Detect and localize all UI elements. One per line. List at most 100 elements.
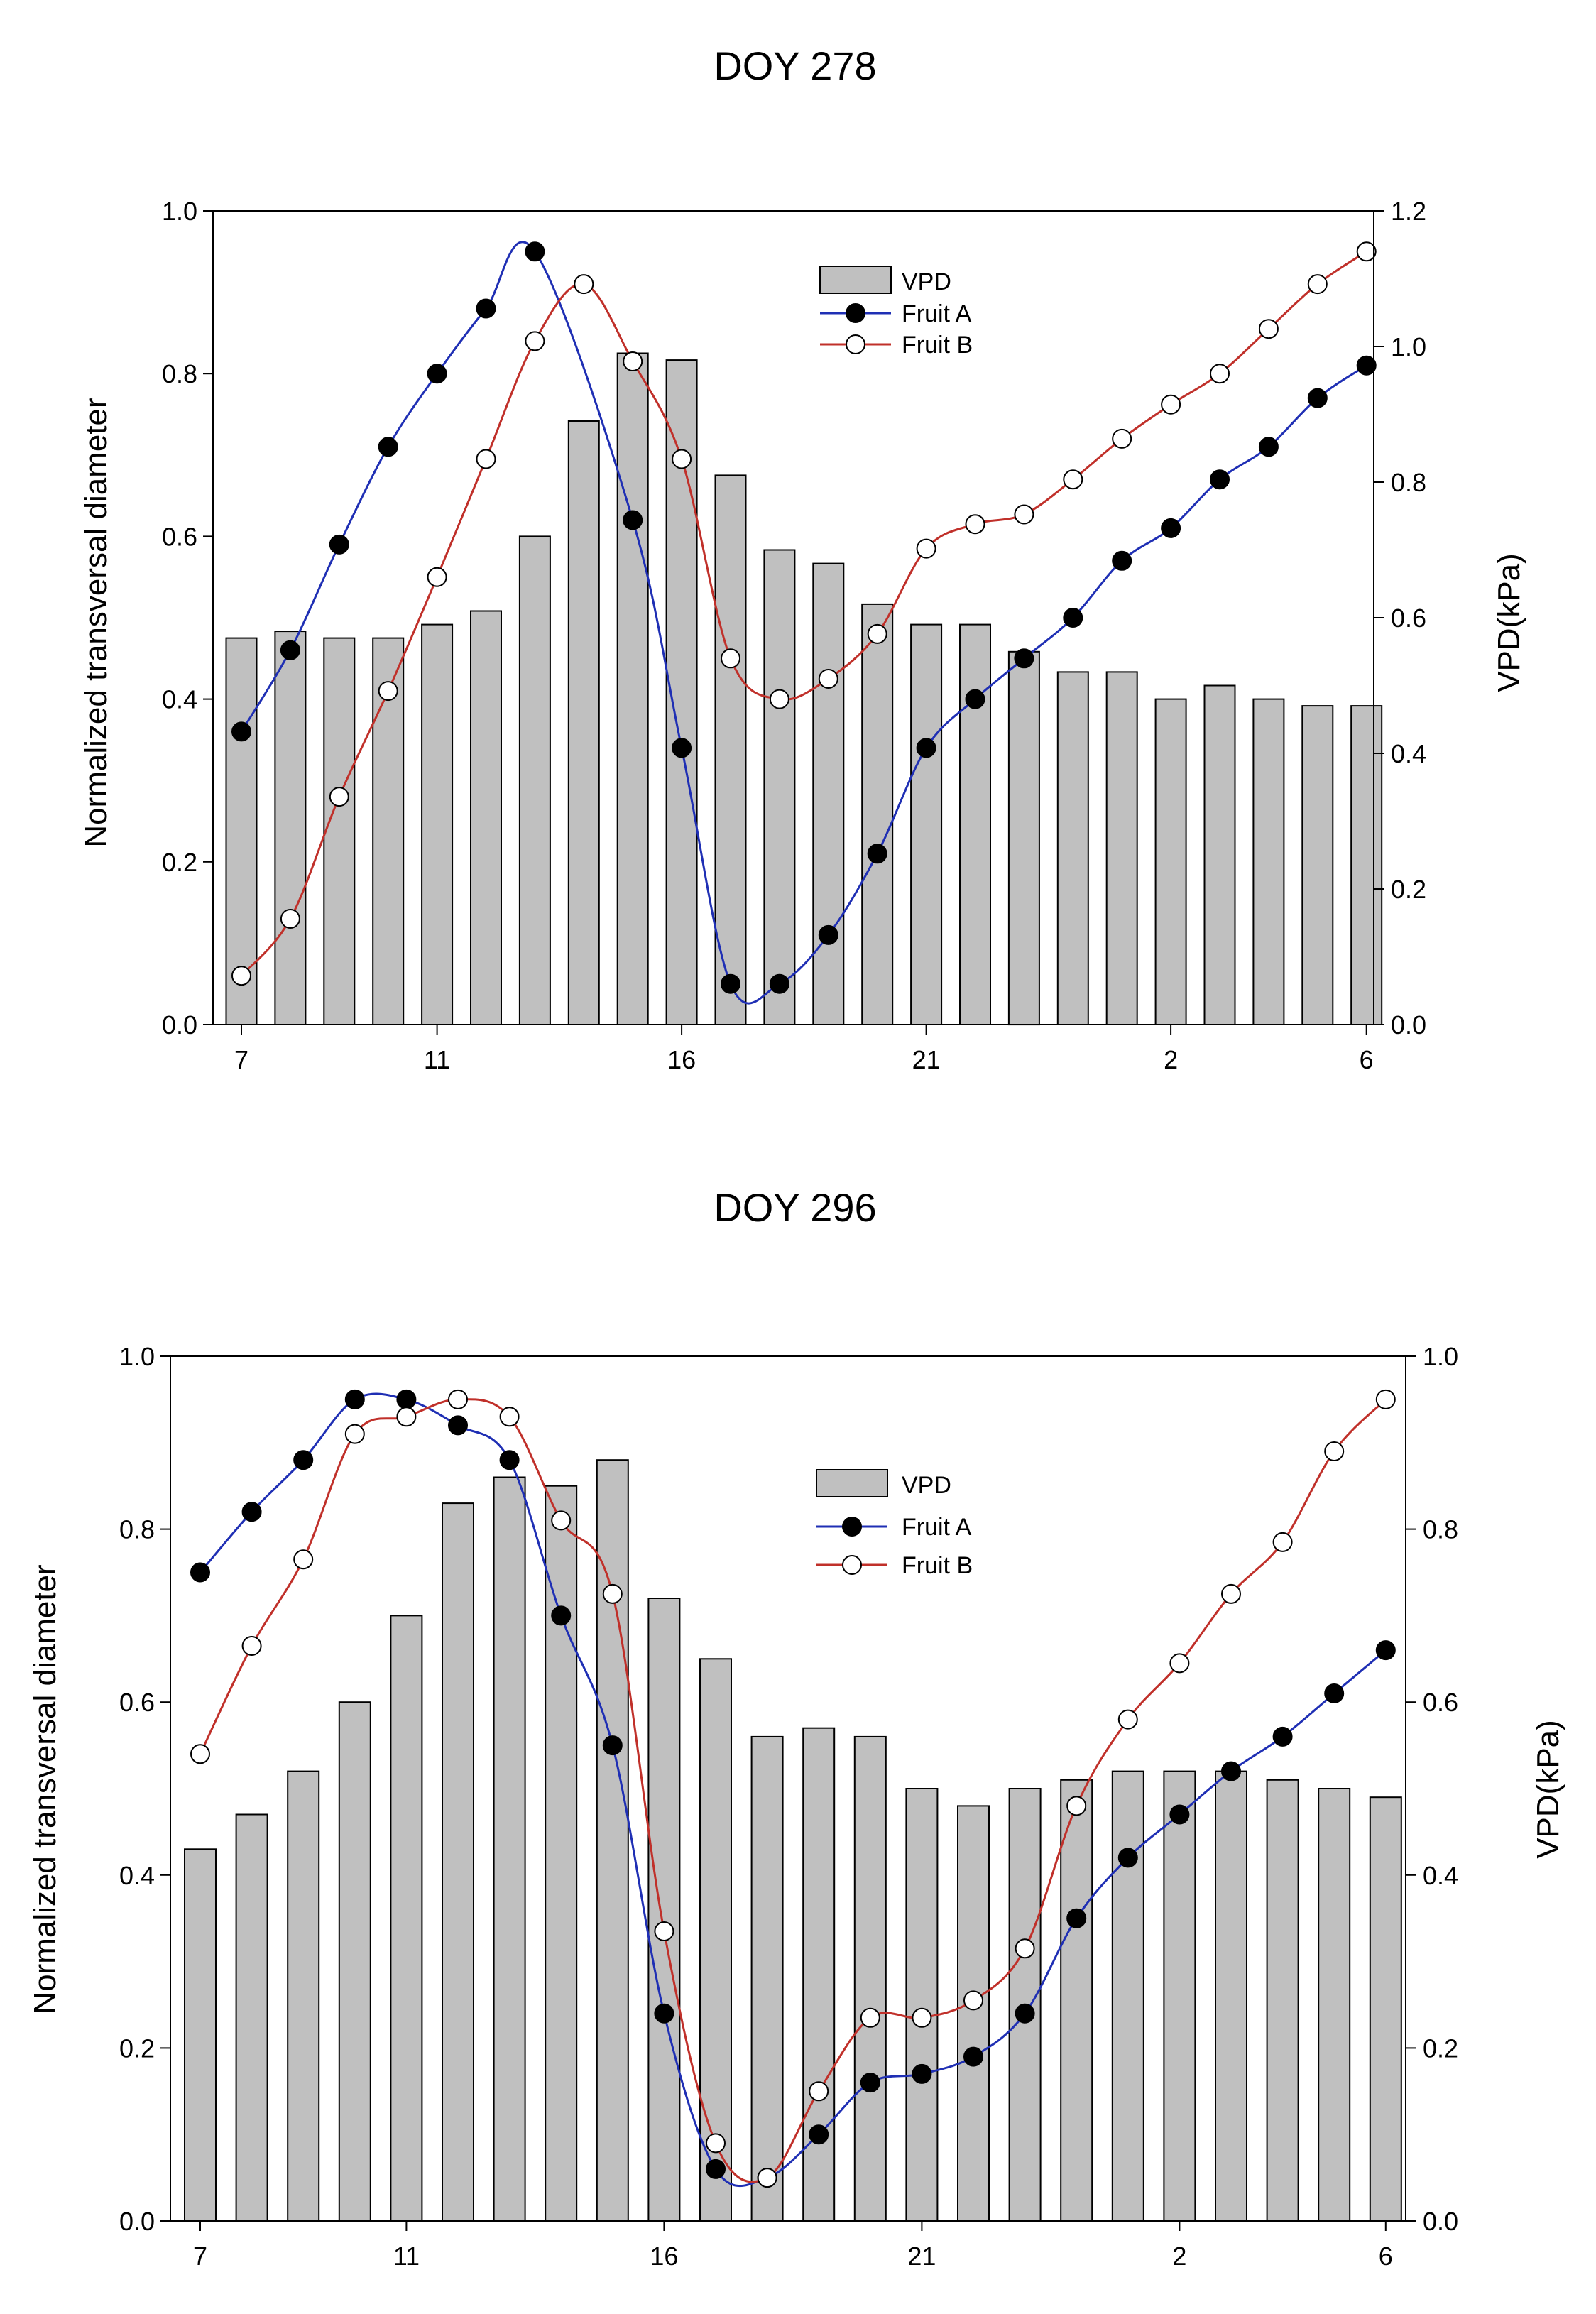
vpd-bar [338, 1701, 371, 2222]
fruit-b-point [818, 669, 838, 689]
legend-fruit-b-label: Fruit B [902, 332, 973, 359]
fruit-a-point [1356, 355, 1377, 376]
vpd-bar [274, 631, 307, 1025]
fruit-b-point [721, 648, 740, 669]
vpd-bar [750, 1735, 784, 2222]
vpd-bar [372, 637, 405, 1025]
fruit-b-point [525, 331, 545, 351]
fruit-a-point [860, 2073, 880, 2093]
y2-axis-label: VPD(kPa) [1531, 1720, 1565, 1859]
vpd-bar [390, 1615, 423, 2222]
vpd-bar [861, 603, 894, 1025]
y2-tick-label: 0.0 [1423, 2207, 1458, 2236]
x-tick-label: 2 [1164, 1045, 1178, 1074]
y2-tick-label: 0.2 [1391, 875, 1426, 904]
vpd-bar [1266, 1779, 1299, 2222]
fruit-b-point [1210, 364, 1230, 384]
fruit-b-point [1307, 274, 1328, 295]
x-tick-label: 21 [907, 2242, 936, 2271]
chart-doy-296: DOY 296 Normalized transversal diameter … [28, 1185, 1565, 2271]
fruit-a-point [963, 2046, 983, 2067]
fruit-b-point [190, 1744, 210, 1764]
fruit-a-point [499, 1450, 520, 1470]
legend-fruit-a-label: Fruit A [902, 300, 972, 327]
fruit-b-point [344, 1424, 365, 1444]
legend-fruit-b-marker [842, 1555, 862, 1575]
x-tick-label: 2 [1172, 2242, 1186, 2271]
y2-tick-label: 0.2 [1423, 2034, 1458, 2063]
vpd-bar [1301, 705, 1334, 1025]
legend-fruit-a-marker [842, 1517, 862, 1537]
fruit-b-point [476, 449, 496, 469]
fruit-a-point [1375, 1640, 1396, 1661]
fruit-b-point [706, 2133, 726, 2154]
vpd-bar [493, 1476, 526, 2222]
fruit-b-point [769, 689, 789, 709]
vpd-bar [910, 623, 943, 1025]
fruit-b-point [1117, 1709, 1138, 1730]
fruit-a-point [551, 1605, 572, 1626]
fruit-a-point [1015, 2003, 1035, 2024]
y-tick-label: 1.0 [162, 197, 197, 226]
vpd-bar [1060, 1779, 1093, 2222]
vpd-bar [1215, 1770, 1247, 2222]
chart-title: DOY 278 [714, 43, 876, 88]
fruit-a-point [672, 738, 692, 758]
y-tick-label: 0.0 [162, 1010, 197, 1039]
vpd-bar [1105, 671, 1138, 1026]
fruit-b-point [1063, 469, 1083, 490]
fruit-a-point [623, 510, 643, 530]
x-tick-label: 16 [650, 2242, 678, 2271]
x-tick-label: 7 [234, 1045, 248, 1074]
legend-fruit-b-marker [846, 334, 865, 354]
y2-axis-label: VPD(kPa) [1492, 553, 1526, 692]
fruit-b-point [427, 567, 447, 587]
vpd-bar [905, 1788, 939, 2222]
fruit-a-point [1210, 469, 1230, 490]
y-tick-label: 0.0 [119, 2207, 155, 2236]
vpd-bar [853, 1735, 887, 2222]
y-tick-label: 0.2 [119, 2034, 155, 2063]
vpd-bar [442, 1502, 474, 2222]
vpd-bar [421, 623, 454, 1025]
vpd-bar [616, 352, 649, 1025]
vpd-bar [957, 1805, 990, 2222]
vpd-bar [1350, 705, 1383, 1025]
y2-tick-label: 0.6 [1391, 604, 1426, 633]
fruit-b-point [912, 2007, 932, 2028]
vpd-bar [647, 1598, 681, 2222]
fruit-b-point [499, 1407, 520, 1427]
vpd-bar [802, 1727, 836, 2222]
vpd-bar [1056, 671, 1089, 1026]
fruit-b-point [602, 1583, 623, 1604]
vpd-bar [812, 562, 845, 1025]
legend-vpd-swatch [816, 1469, 888, 1497]
y2-tick-label: 0.6 [1423, 1688, 1458, 1717]
vpd-bar [323, 637, 356, 1025]
fruit-a-point [818, 924, 838, 945]
fruit-b-point [231, 966, 251, 986]
fruit-a-point [769, 973, 789, 994]
y-tick-label: 0.6 [162, 522, 197, 551]
bar-layer [225, 352, 1383, 1026]
fruit-a-point [912, 2063, 932, 2084]
vpd-bar [1154, 698, 1187, 1025]
vpd-bar [518, 535, 551, 1025]
axes-layer: 0.0 0.2 0.4 0.6 0.8 1.0 0.0 0.2 0.4 0.6 0.8 1.0 7 11 1… [119, 1342, 1458, 2271]
fruit-b-point [1169, 1653, 1190, 1674]
y2-tick-label: 0.4 [1423, 1861, 1458, 1890]
y-tick-label: 0.8 [162, 359, 197, 388]
y-tick-label: 0.4 [119, 1861, 155, 1890]
vpd-bar [235, 1813, 268, 2222]
fruit-b-point [1375, 1389, 1396, 1409]
fruit-b-point [280, 909, 300, 929]
fruit-b-point [1324, 1441, 1345, 1461]
fruit-a-point [1272, 1726, 1293, 1747]
vpd-bar [225, 637, 258, 1025]
fruit-b-point [809, 2081, 829, 2102]
y-tick-label: 0.2 [162, 848, 197, 877]
fruit-b-point [1015, 1938, 1035, 1959]
chart-doy-278: DOY 278 Normalized transversal diameter … [79, 43, 1526, 1074]
bar-layer [184, 1459, 1402, 2222]
